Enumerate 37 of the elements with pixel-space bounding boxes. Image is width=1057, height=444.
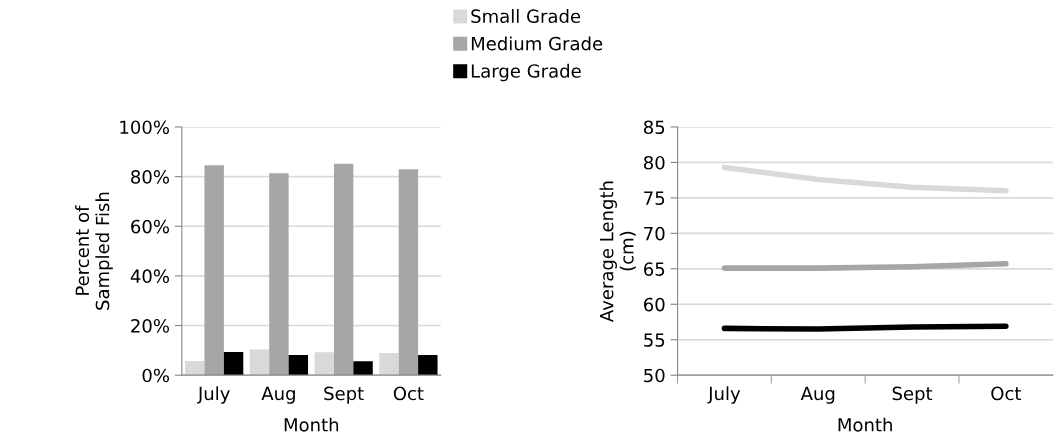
y-tick-label: 55 xyxy=(644,333,665,347)
y-tick-label: 85 xyxy=(643,120,665,135)
bar xyxy=(398,169,419,376)
legend-label: Medium Grade xyxy=(471,36,603,51)
x-tick-label: Oct xyxy=(991,386,1022,401)
y-axis-title: Average Length (cm) xyxy=(599,181,636,323)
x-axis-title: Month xyxy=(838,417,892,432)
x-tick-label: Oct xyxy=(393,386,424,401)
bar xyxy=(269,173,289,376)
y-tick-label: 65 xyxy=(644,262,665,276)
bar xyxy=(223,352,244,376)
y-tick-label: 75 xyxy=(644,191,665,206)
y-tick-label: 70 xyxy=(644,226,665,241)
x-tick-label: Aug xyxy=(261,386,295,404)
y-tick-label: 50 xyxy=(644,368,665,383)
bar xyxy=(204,165,224,376)
y-tick-label: 80 xyxy=(643,155,665,170)
legend-label: Large Grade xyxy=(471,63,581,82)
bar xyxy=(333,163,354,376)
legend-label: Small Grade xyxy=(471,9,581,23)
x-tick-label: July xyxy=(707,386,741,404)
y-tick-label: 60% xyxy=(131,219,169,234)
y-tick-label: 0% xyxy=(142,368,169,383)
y-axis-title: Percent of Sampled Fish xyxy=(75,192,113,310)
y-tick-label: 20% xyxy=(131,319,169,333)
x-tick-label: Sept xyxy=(892,386,933,404)
y-tick-label: 100% xyxy=(120,120,169,135)
x-axis-title: Month xyxy=(284,417,339,432)
x-tick-label: July xyxy=(197,386,230,404)
y-tick-label: 80% xyxy=(131,170,169,184)
y-tick-label: 40% xyxy=(130,269,169,284)
bar xyxy=(418,355,438,376)
bar xyxy=(288,355,309,376)
bar xyxy=(353,361,373,376)
x-tick-label: Sept xyxy=(324,386,364,404)
x-tick-label: Aug xyxy=(800,386,835,404)
y-tick-label: 60 xyxy=(644,297,665,312)
